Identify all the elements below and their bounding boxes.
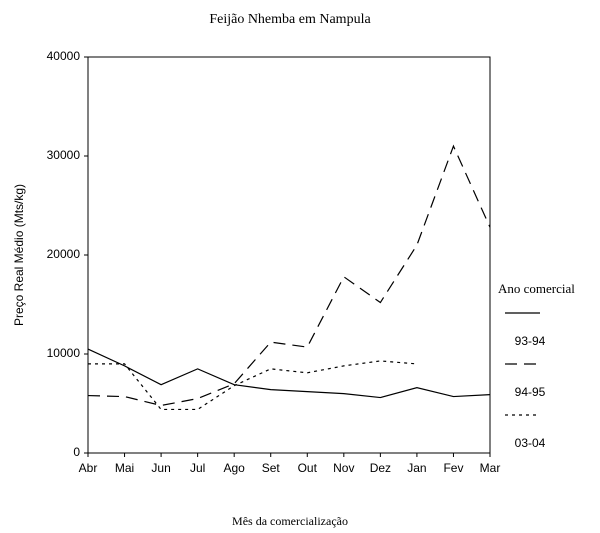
y-tick-label: 30000: [47, 148, 81, 162]
x-tick-label: Dez: [370, 461, 391, 475]
chart-title: Feijão Nhemba em Nampula: [209, 12, 371, 27]
y-tick-label: 20000: [47, 247, 81, 261]
line-series: [88, 360, 417, 411]
legend-label: 94-95: [515, 385, 546, 399]
x-tick-label: Abr: [79, 461, 98, 475]
legend-title: Ano comercial: [498, 281, 575, 296]
y-tick-label: 40000: [47, 49, 81, 63]
x-tick-label: Jan: [407, 461, 426, 475]
line-series: [87, 144, 491, 407]
x-tick-label: Mai: [115, 461, 134, 475]
plot-frame: [87, 56, 491, 454]
x-tick-label: Jun: [151, 461, 170, 475]
legend-label: 03-04: [515, 436, 546, 450]
y-tick-label: 10000: [47, 346, 81, 360]
x-tick-label: Ago: [224, 461, 246, 475]
line-series: [87, 348, 491, 399]
x-tick-label: Set: [262, 461, 281, 475]
x-tick-label: Out: [298, 461, 318, 475]
x-tick-label: Jul: [190, 461, 205, 475]
y-tick-label: 0: [73, 445, 80, 459]
x-tick-label: Nov: [333, 461, 354, 475]
legend-label: 93-94: [515, 334, 546, 348]
x-tick-label: Fev: [443, 461, 463, 475]
x-axis-label: Mês da comercialização: [232, 514, 348, 528]
y-axis-label: Preço Real Médio (Mts/kg): [12, 184, 26, 326]
x-tick-label: Mar: [480, 461, 501, 475]
